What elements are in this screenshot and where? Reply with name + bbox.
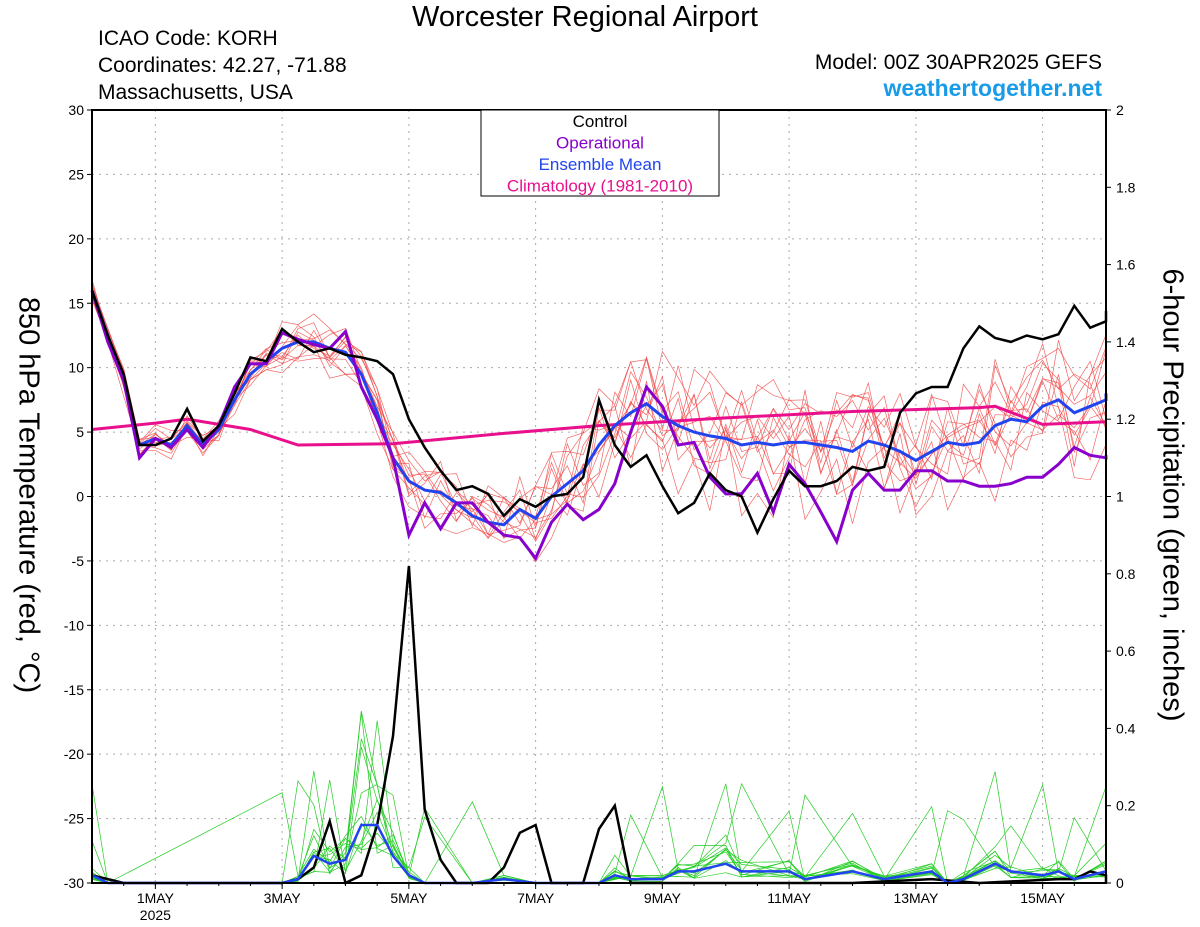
y2-tick-label: 1.4 bbox=[1116, 334, 1136, 350]
temperature-operational-line bbox=[90, 289, 1108, 562]
y-tick-label: 25 bbox=[68, 166, 84, 182]
x-tick-label: 1MAY bbox=[137, 890, 175, 906]
y-tick-label: 15 bbox=[68, 295, 84, 311]
precip-member-line bbox=[91, 810, 1107, 884]
x-tick-label: 13MAY bbox=[893, 890, 939, 906]
x-tick-label: 11MAY bbox=[767, 890, 811, 906]
site-link[interactable]: weathertogether.net bbox=[883, 75, 1102, 101]
main-series-lines bbox=[90, 289, 1108, 885]
legend-entry: Control bbox=[573, 112, 628, 131]
legend: Control Operational Ensemble Mean Climatolo… bbox=[480, 109, 720, 197]
y-tick-label: -30 bbox=[64, 875, 84, 891]
precipitation-ensemble-members bbox=[91, 711, 1107, 884]
region: Massachusetts, USA bbox=[98, 81, 293, 104]
precip-member-line bbox=[91, 784, 1107, 884]
legend-box bbox=[480, 109, 720, 197]
legend-entry: Operational bbox=[556, 134, 644, 153]
y-tick-label: -15 bbox=[64, 682, 84, 698]
y-tick-label: 10 bbox=[68, 360, 84, 376]
model-run: Model: 00Z 30APR2025 GEFS bbox=[814, 51, 1102, 74]
y2-tick-label: 1.6 bbox=[1116, 257, 1136, 273]
precip-member-line bbox=[91, 738, 1107, 884]
temperature-member-line bbox=[91, 297, 1107, 539]
precip-member-line bbox=[91, 783, 1107, 884]
x-tick-label: 5MAY bbox=[390, 890, 428, 906]
x-tick-label: 7MAY bbox=[517, 890, 555, 906]
temperature-member-line bbox=[91, 296, 1107, 540]
precip-member-line bbox=[91, 712, 1107, 884]
axes: 302520151050-5-10-15-20-25-3021.81.61.41… bbox=[64, 102, 1136, 923]
y2-tick-label: 2 bbox=[1116, 102, 1124, 118]
precip-ensemble-mean-line bbox=[91, 823, 1107, 885]
temperature-control-line bbox=[90, 289, 1108, 536]
x-tick-label: 15MAY bbox=[1020, 890, 1066, 906]
x-tick-sublabel: 2025 bbox=[140, 907, 171, 923]
grid-lines bbox=[92, 110, 1106, 883]
y2-tick-label: 1 bbox=[1116, 489, 1124, 505]
temperature-member-line bbox=[91, 296, 1107, 563]
y2-tick-label: 0.4 bbox=[1116, 720, 1136, 736]
y-tick-label: 0 bbox=[76, 489, 84, 505]
temperature-member-line bbox=[91, 294, 1107, 539]
y-tick-label: -10 bbox=[64, 617, 84, 633]
precip-member-line bbox=[91, 711, 1107, 884]
temperature-ensemble-members bbox=[91, 279, 1107, 563]
temperature-member-line bbox=[91, 284, 1107, 536]
precip-member-line bbox=[91, 747, 1107, 884]
precip-member-line bbox=[91, 720, 1107, 884]
y-tick-label: -5 bbox=[72, 553, 85, 569]
precip-member-line bbox=[91, 771, 1107, 884]
y-tick-label: 20 bbox=[68, 231, 84, 247]
x-tick-label: 3MAY bbox=[264, 890, 302, 906]
icao-code: ICAO Code: KORH bbox=[98, 27, 278, 50]
climatology-line bbox=[91, 404, 1107, 447]
temperature-member-line bbox=[91, 279, 1107, 543]
legend-entry: Ensemble Mean bbox=[539, 155, 662, 174]
y-tick-label: 30 bbox=[68, 102, 84, 118]
y2-tick-label: 0.2 bbox=[1116, 798, 1136, 814]
y2-tick-label: 0.6 bbox=[1116, 643, 1136, 659]
y2-tick-label: 0.8 bbox=[1116, 566, 1136, 582]
precip-member-line bbox=[91, 779, 1107, 884]
y2-tick-label: 1.2 bbox=[1116, 411, 1136, 427]
precip-control-line bbox=[91, 565, 1108, 885]
y-tick-label: -25 bbox=[64, 811, 84, 827]
coordinates: Coordinates: 42.27, -71.88 bbox=[98, 54, 347, 77]
y-tick-label: 5 bbox=[76, 424, 84, 440]
x-tick-label: 9MAY bbox=[644, 890, 682, 906]
temperature-member-line bbox=[91, 296, 1107, 538]
y2-tick-label: 1.8 bbox=[1116, 179, 1136, 195]
legend-entry: Climatology (1981-2010) bbox=[507, 177, 693, 196]
chart-title: Worcester Regional Airport bbox=[411, 1, 758, 33]
y2-tick-label: 0 bbox=[1116, 875, 1124, 891]
y-tick-label: -20 bbox=[64, 746, 84, 762]
